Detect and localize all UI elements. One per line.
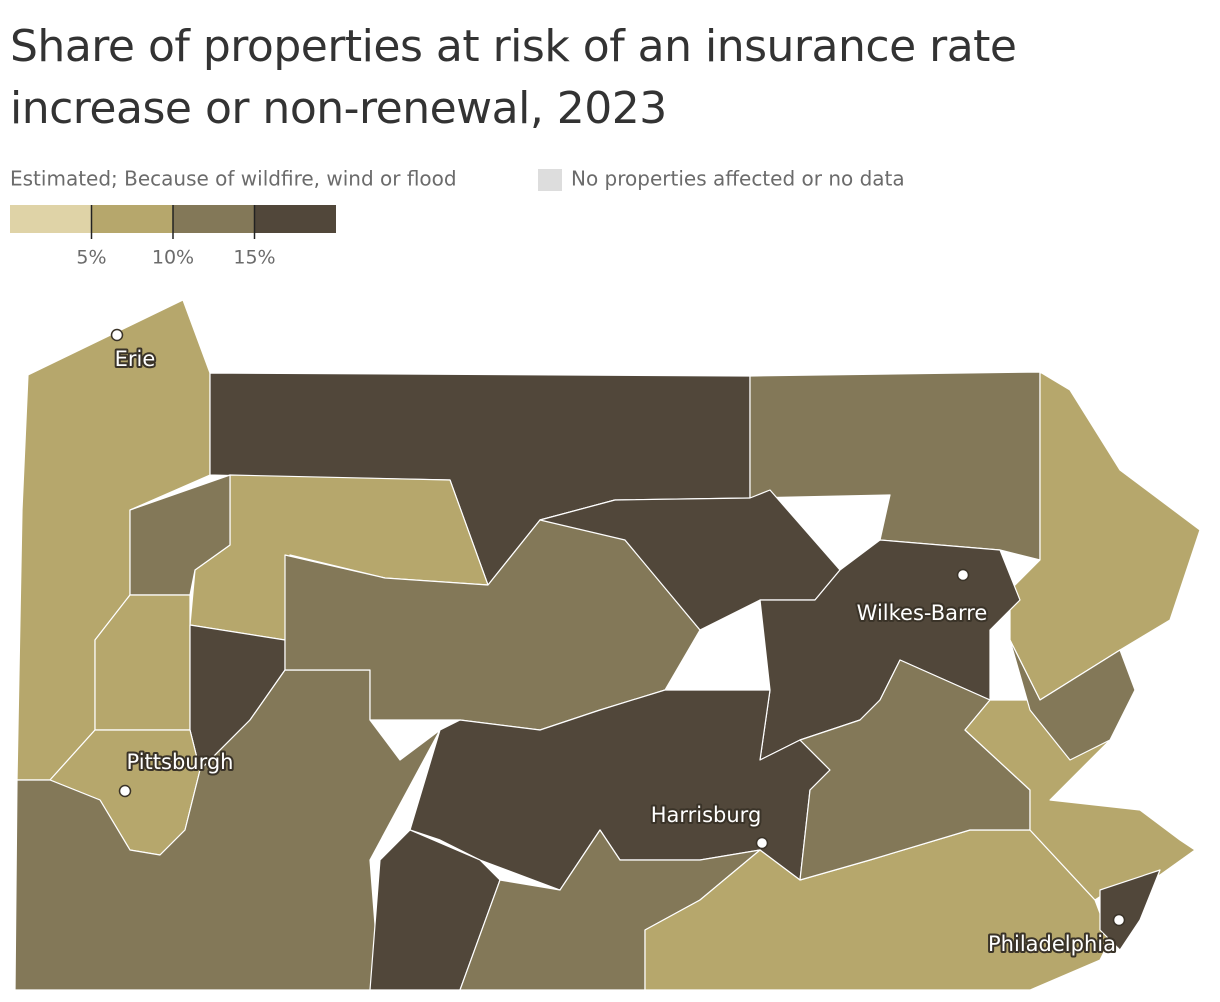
city-label: Erie <box>115 347 156 371</box>
legend-tick-label: 15% <box>233 247 275 269</box>
subtitle: Estimated; Because of wildfire, wind or … <box>10 167 457 191</box>
legend-swatch <box>254 205 336 233</box>
chart-title: Share of properties at risk of an insura… <box>10 21 1017 134</box>
county <box>1099 869 1161 951</box>
city-label: Wilkes-Barre <box>857 601 988 625</box>
county <box>1009 639 1136 761</box>
no-data-label: No properties affected or no data <box>571 167 905 191</box>
counties <box>14 299 1201 991</box>
city-label: Philadelphia <box>988 932 1116 956</box>
city-dot <box>1112 913 1126 927</box>
legend-swatch <box>10 205 92 233</box>
city-dot <box>755 836 769 850</box>
legend-tick-label: 5% <box>76 247 106 269</box>
city-dot <box>110 328 124 342</box>
city-dot <box>956 568 970 582</box>
legend-tick-label: 10% <box>152 247 194 269</box>
city-dot <box>118 784 132 798</box>
no-data-swatch <box>538 169 562 191</box>
city-label: Pittsburgh <box>127 750 234 774</box>
city-label: Harrisburg <box>651 803 762 827</box>
legend-swatch <box>91 205 173 233</box>
legend-swatch <box>173 205 255 233</box>
